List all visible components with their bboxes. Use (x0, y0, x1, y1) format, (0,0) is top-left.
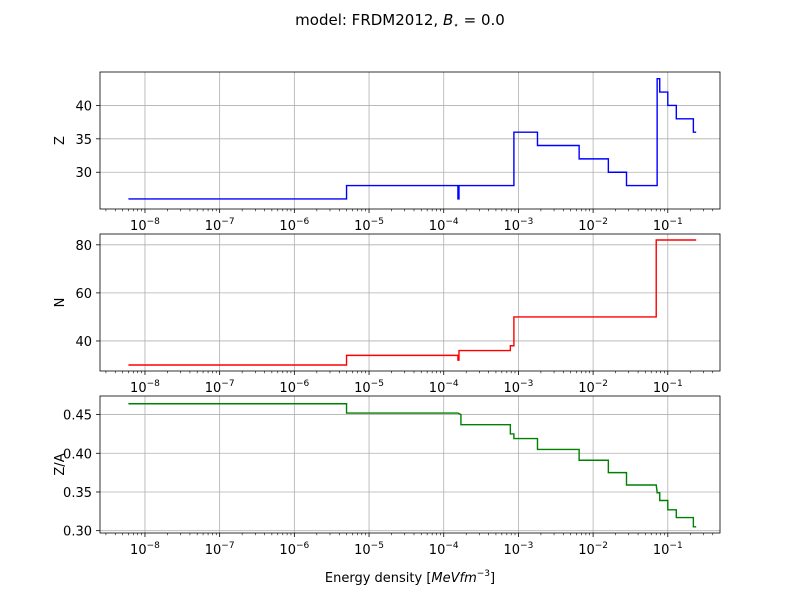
x-tick-label: 10−7 (205, 217, 235, 234)
panel-z-a: 10−8 10−7 10−6 10−5 10−4 10−3 10−2 10−1 0.30 0.35… (53, 395, 721, 558)
series-line (128, 403, 697, 528)
x-tick-label: 10−4 (429, 217, 459, 234)
axes-frame (99, 233, 721, 372)
x-tick-label: 10−6 (279, 541, 309, 558)
panel-n: 10−8 10−7 10−6 10−5 10−4 10−3 10−2 10−1 40 60 80 N (53, 233, 721, 396)
axes-frame (99, 71, 721, 210)
series-line (128, 239, 697, 366)
x-tick-label: 10−2 (578, 379, 608, 396)
axes-frame (99, 395, 721, 534)
y-axis-label: Z/A (53, 453, 68, 475)
x-tick-label: 10−4 (429, 379, 459, 396)
x-tick-label: 10−1 (653, 379, 683, 396)
x-tick-label: 10−7 (205, 541, 235, 558)
x-tick-label: 10−5 (354, 541, 384, 558)
x-tick-label: 10−2 (578, 541, 608, 558)
x-tick-label: 10−8 (130, 541, 160, 558)
x-tick-label: 10−7 (205, 379, 235, 396)
y-axis-label: N (53, 298, 68, 308)
y-tick-label: 30 (75, 166, 92, 181)
x-tick-label: 10−3 (504, 217, 534, 234)
x-tick-label: 10−5 (354, 217, 384, 234)
x-tick-label: 10−4 (429, 541, 459, 558)
y-tick-label: 60 (75, 287, 92, 302)
x-tick-label: 10−2 (578, 217, 608, 234)
x-axis-label: Energy density [MeVfm−3] (325, 569, 495, 586)
x-tick-label: 10−6 (279, 379, 309, 396)
x-tick-label: 10−1 (653, 217, 683, 234)
x-tick-label: 10−8 (130, 217, 160, 234)
y-tick-label: 35 (75, 133, 92, 148)
figure-title: model: FRDM2012, B⋆ = 0.0 (295, 11, 505, 31)
y-tick-label: 40 (75, 335, 92, 350)
x-tick-label: 10−3 (504, 379, 534, 396)
x-tick-label: 10−6 (279, 217, 309, 234)
y-tick-label: 0.30 (63, 525, 92, 540)
y-tick-label: 0.35 (63, 486, 92, 501)
y-tick-label: 40 (75, 99, 92, 114)
y-tick-label: 0.45 (63, 409, 92, 424)
y-axis-label: Z (53, 136, 68, 145)
y-tick-label: 80 (75, 239, 92, 254)
y-tick-label: 0.40 (63, 447, 92, 462)
x-tick-label: 10−3 (504, 541, 534, 558)
x-tick-label: 10−1 (653, 541, 683, 558)
x-tick-label: 10−5 (354, 379, 384, 396)
x-tick-label: 10−8 (130, 379, 160, 396)
panel-z: 10−8 10−7 10−6 10−5 10−4 10−3 10−2 10−1 30 35 40 Z (53, 71, 721, 234)
series-line (128, 77, 697, 200)
